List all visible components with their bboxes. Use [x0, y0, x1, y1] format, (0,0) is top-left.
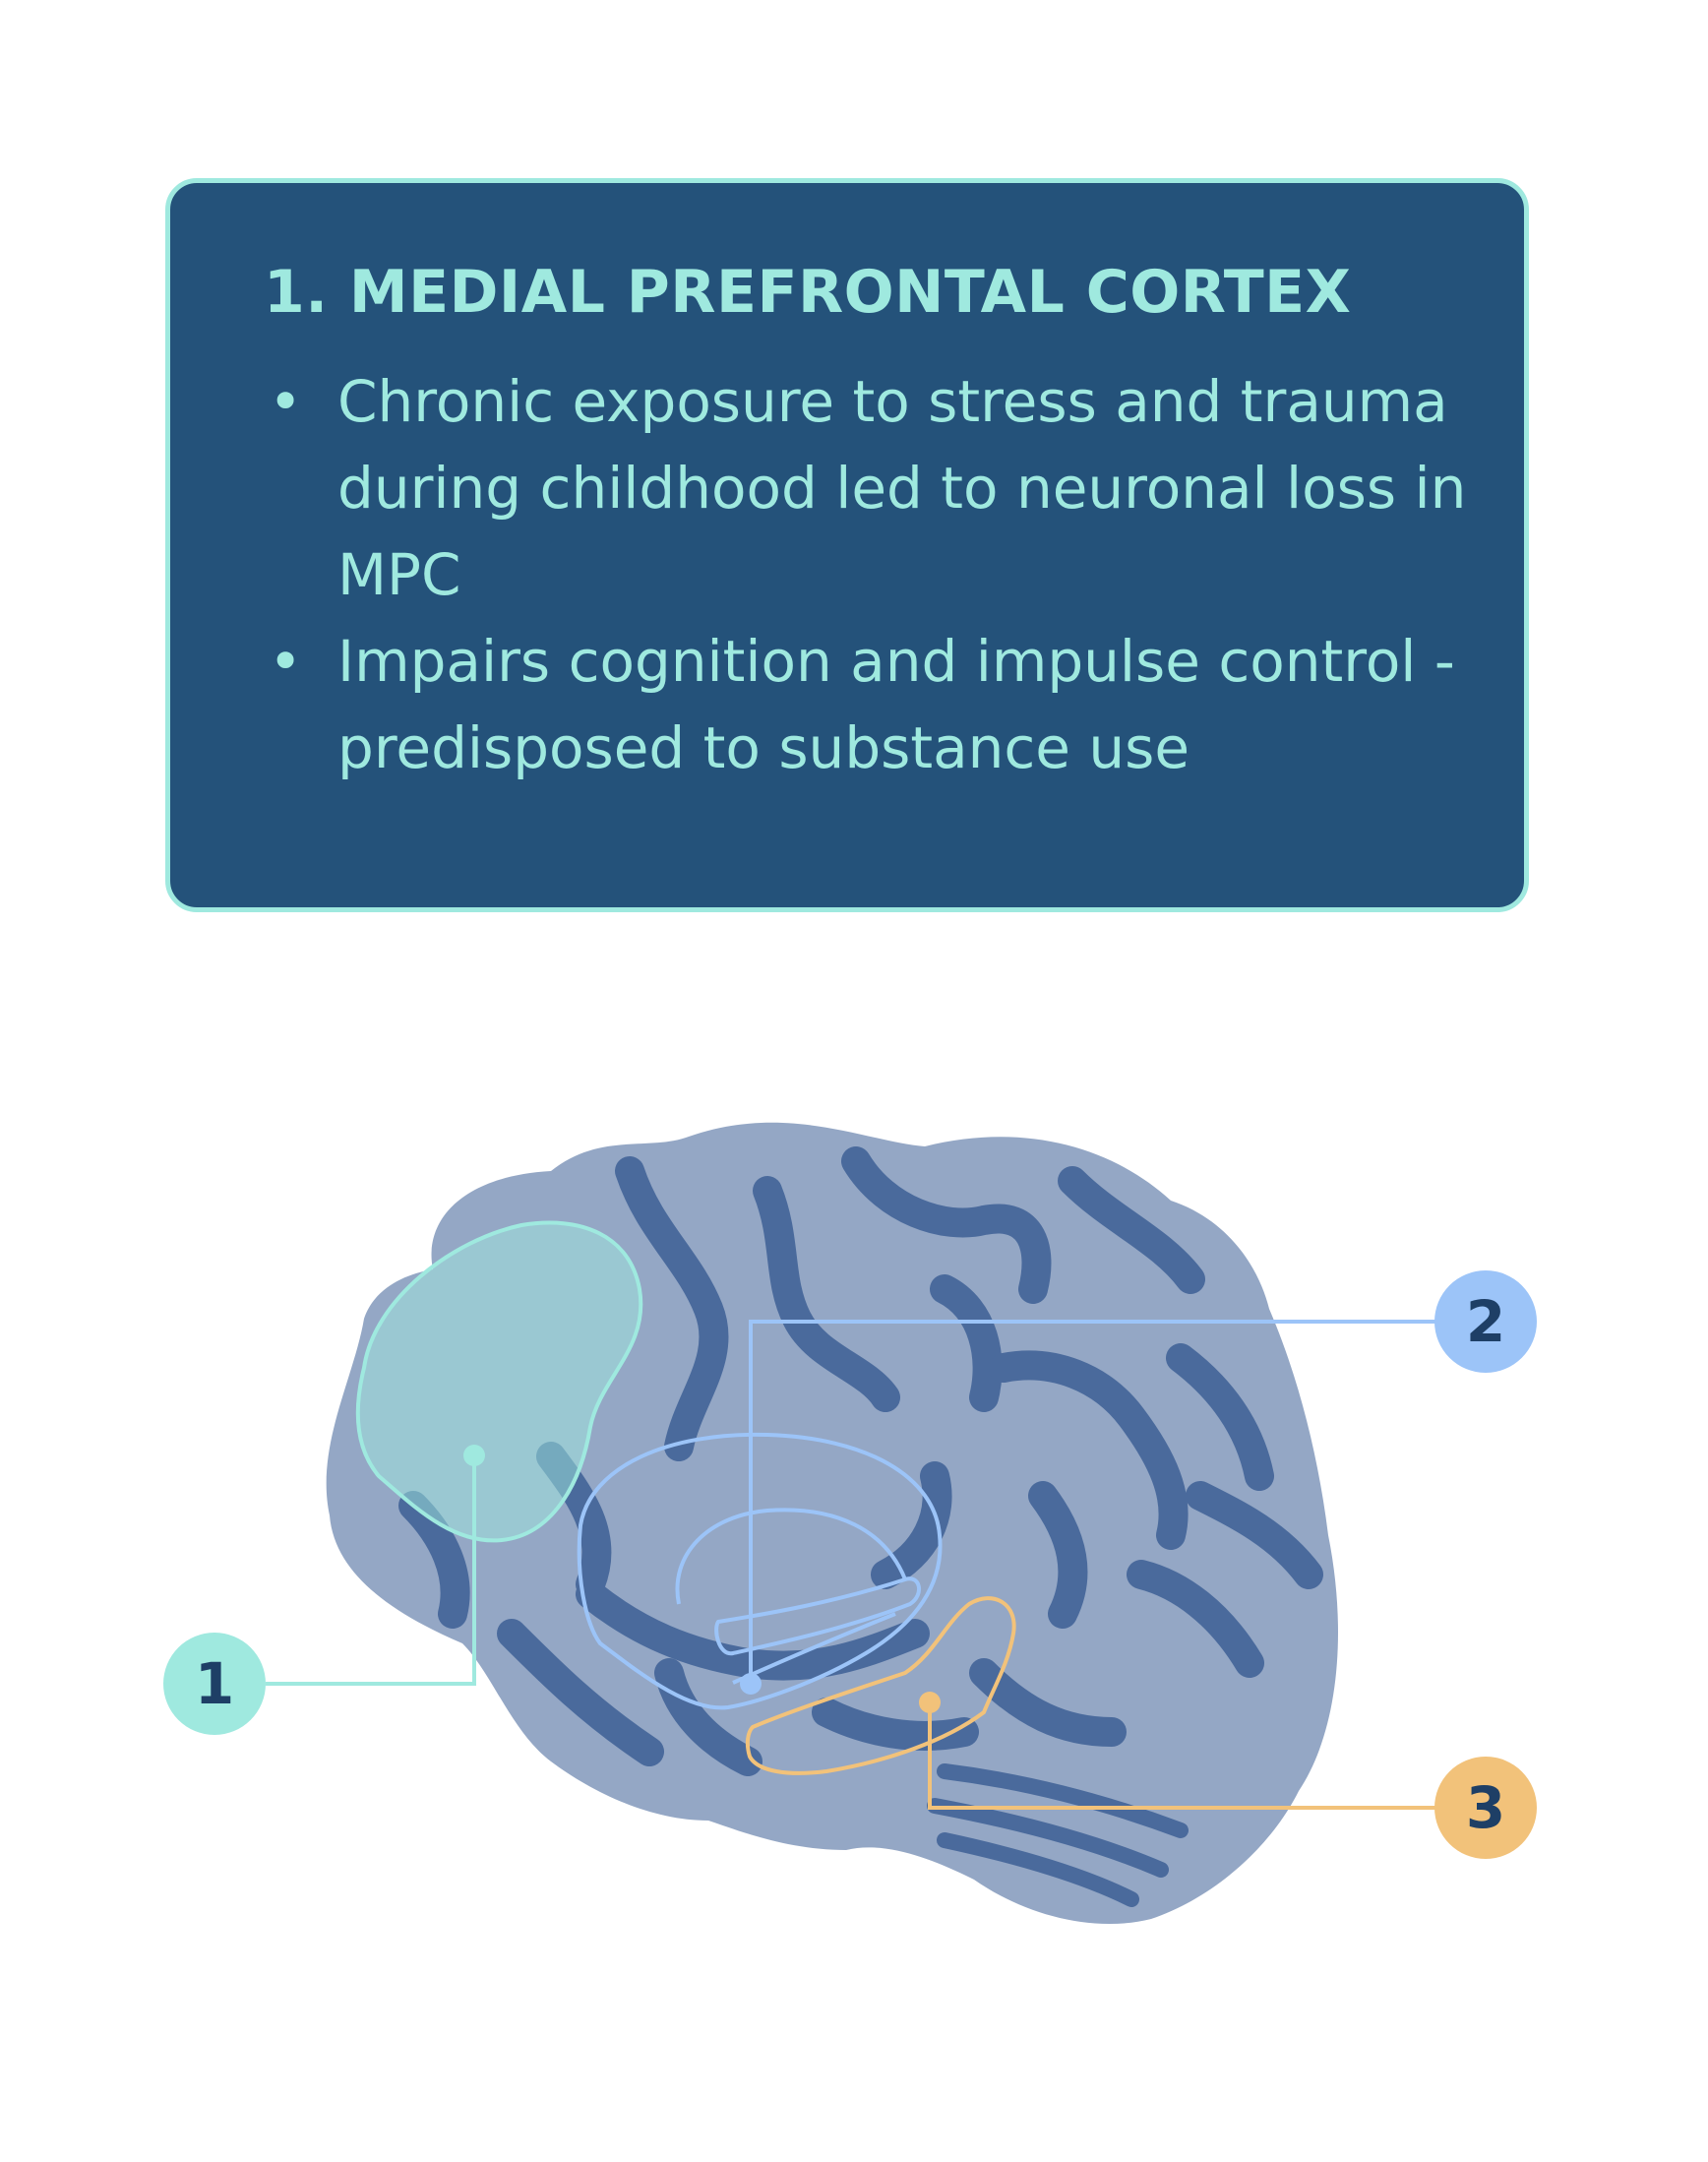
region-3-outline	[745, 1596, 1016, 1775]
card-title: 1. MEDIAL PREFRONTAL CORTEX	[264, 258, 1352, 327]
bullet-list: Chronic exposure to stress and trauma du…	[269, 358, 1498, 791]
leader-line-3	[928, 1702, 1442, 1810]
anchor-dot-1	[463, 1445, 485, 1466]
marker-1[interactable]: 1	[163, 1633, 266, 1735]
leader-line-1	[266, 1455, 476, 1686]
region-1-prefrontal	[355, 1220, 643, 1543]
marker-1-label: 1	[195, 1650, 234, 1717]
marker-3-label: 3	[1466, 1774, 1505, 1841]
marker-1-circle	[163, 1633, 266, 1735]
cerebellum-lines	[927, 1763, 1189, 1907]
marker-3[interactable]: 3	[1434, 1757, 1537, 1859]
marker-2-label: 2	[1466, 1288, 1505, 1355]
leader-line-2	[749, 1320, 1442, 1684]
marker-3-circle	[1434, 1757, 1537, 1859]
info-card: 1. MEDIAL PREFRONTAL CORTEX Chronic expo…	[165, 178, 1529, 912]
bullet-item: Impairs cognition and impulse control - …	[269, 618, 1498, 791]
anchor-dot-2	[740, 1673, 762, 1695]
anchor-dot-3	[919, 1692, 941, 1713]
bullet-item: Chronic exposure to stress and trauma du…	[269, 358, 1498, 618]
marker-2[interactable]: 2	[1434, 1270, 1537, 1373]
marker-2-circle	[1434, 1270, 1537, 1373]
